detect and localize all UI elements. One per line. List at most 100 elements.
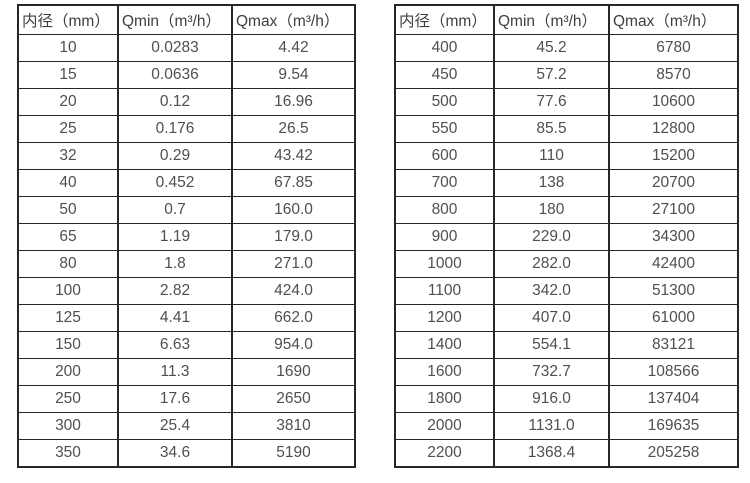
cell-qmin: 11.3 [117, 358, 233, 387]
table-header: 内径（mm） Qmin（m³/h） Qmax（m³/h） [394, 4, 739, 35]
table-body: 10 0.0283 4.42 15 0.0636 9.54 20 0.12 16… [17, 33, 356, 468]
cell-qmin: 554.1 [493, 331, 610, 360]
cell-qmin: 34.6 [117, 439, 233, 468]
cell-diameter: 250 [17, 385, 119, 414]
cell-diameter: 10 [17, 33, 119, 62]
table-header-row: 内径（mm） Qmin（m³/h） Qmax（m³/h） [394, 4, 739, 35]
table-row: 20 0.12 16.96 [17, 87, 356, 116]
cell-qmax: 10600 [608, 87, 739, 116]
cell-qmin: 2.82 [117, 277, 233, 306]
header-cell-qmin: Qmin（m³/h） [493, 4, 610, 35]
cell-diameter: 100 [17, 277, 119, 306]
table-header-row: 内径（mm） Qmin（m³/h） Qmax（m³/h） [17, 4, 356, 35]
table-row: 550 85.5 12800 [394, 114, 739, 143]
cell-qmax: 27100 [608, 195, 739, 224]
table-row: 700 138 20700 [394, 168, 739, 197]
header-cell-diameter: 内径（mm） [17, 4, 119, 35]
table-row: 50 0.7 160.0 [17, 195, 356, 224]
cell-diameter: 1400 [394, 331, 495, 360]
table-row: 10 0.0283 4.42 [17, 33, 356, 62]
table-row: 500 77.6 10600 [394, 87, 739, 116]
cell-diameter: 300 [17, 412, 119, 441]
table-row: 80 1.8 271.0 [17, 249, 356, 279]
table-row: 32 0.29 43.42 [17, 141, 356, 170]
cell-diameter: 900 [394, 222, 495, 252]
table-row: 40 0.452 67.85 [17, 168, 356, 197]
table-row: 100 2.82 424.0 [17, 277, 356, 306]
cell-qmin: 0.7 [117, 195, 233, 224]
cell-qmin: 1.8 [117, 249, 233, 279]
cell-qmax: 271.0 [231, 249, 356, 279]
cell-qmax: 61000 [608, 304, 739, 333]
cell-qmax: 83121 [608, 331, 739, 360]
header-cell-qmax: Qmax（m³/h） [608, 4, 739, 35]
cell-qmin: 1368.4 [493, 439, 610, 468]
table-row: 1200 407.0 61000 [394, 304, 739, 333]
cell-diameter: 600 [394, 141, 495, 170]
cell-qmin: 0.29 [117, 141, 233, 170]
cell-diameter: 1600 [394, 358, 495, 387]
cell-qmax: 954.0 [231, 331, 356, 360]
table-row: 450 57.2 8570 [394, 60, 739, 89]
header-cell-diameter: 内径（mm） [394, 4, 495, 35]
cell-qmax: 8570 [608, 60, 739, 89]
cell-diameter: 15 [17, 60, 119, 89]
cell-diameter: 50 [17, 195, 119, 224]
cell-qmin: 732.7 [493, 358, 610, 387]
cell-diameter: 500 [394, 87, 495, 116]
cell-qmin: 180 [493, 195, 610, 224]
cell-qmax: 662.0 [231, 304, 356, 333]
table-row: 250 17.6 2650 [17, 385, 356, 414]
cell-diameter: 200 [17, 358, 119, 387]
cell-qmax: 1690 [231, 358, 356, 387]
cell-diameter: 20 [17, 87, 119, 116]
cell-diameter: 65 [17, 222, 119, 252]
table-row: 125 4.41 662.0 [17, 304, 356, 333]
table-row: 1100 342.0 51300 [394, 277, 739, 306]
cell-qmax: 15200 [608, 141, 739, 170]
cell-qmin: 6.63 [117, 331, 233, 360]
cell-diameter: 800 [394, 195, 495, 224]
cell-qmin: 0.176 [117, 114, 233, 143]
cell-qmin: 17.6 [117, 385, 233, 414]
table-header: 内径（mm） Qmin（m³/h） Qmax（m³/h） [17, 4, 356, 35]
cell-diameter: 1800 [394, 385, 495, 414]
header-cell-qmax: Qmax（m³/h） [231, 4, 356, 35]
cell-diameter: 700 [394, 168, 495, 197]
table-row: 800 180 27100 [394, 195, 739, 224]
table-row: 1000 282.0 42400 [394, 249, 739, 279]
table-row: 2200 1368.4 205258 [394, 439, 739, 468]
cell-qmax: 205258 [608, 439, 739, 468]
cell-diameter: 80 [17, 249, 119, 279]
cell-qmax: 4.42 [231, 33, 356, 62]
cell-qmin: 916.0 [493, 385, 610, 414]
cell-qmin: 4.41 [117, 304, 233, 333]
table-row: 150 6.63 954.0 [17, 331, 356, 360]
cell-qmin: 85.5 [493, 114, 610, 143]
table-row: 65 1.19 179.0 [17, 222, 356, 252]
cell-qmin: 282.0 [493, 249, 610, 279]
cell-qmax: 137404 [608, 385, 739, 414]
cell-qmin: 229.0 [493, 222, 610, 252]
cell-qmax: 179.0 [231, 222, 356, 252]
cell-qmax: 20700 [608, 168, 739, 197]
cell-diameter: 150 [17, 331, 119, 360]
cell-diameter: 32 [17, 141, 119, 170]
header-cell-qmin: Qmin（m³/h） [117, 4, 233, 35]
table-row: 400 45.2 6780 [394, 33, 739, 62]
cell-qmin: 25.4 [117, 412, 233, 441]
table-row: 900 229.0 34300 [394, 222, 739, 252]
cell-qmax: 108566 [608, 358, 739, 387]
cell-qmax: 42400 [608, 249, 739, 279]
cell-diameter: 2200 [394, 439, 495, 468]
table-row: 1800 916.0 137404 [394, 385, 739, 414]
table-body: 400 45.2 6780 450 57.2 8570 500 77.6 106… [394, 33, 739, 468]
cell-qmin: 342.0 [493, 277, 610, 306]
cell-diameter: 125 [17, 304, 119, 333]
cell-qmax: 424.0 [231, 277, 356, 306]
flow-spec-table-large-diameters: 内径（mm） Qmin（m³/h） Qmax（m³/h） 400 45.2 67… [394, 4, 739, 468]
cell-diameter: 1100 [394, 277, 495, 306]
cell-qmin: 1131.0 [493, 412, 610, 441]
cell-diameter: 25 [17, 114, 119, 143]
